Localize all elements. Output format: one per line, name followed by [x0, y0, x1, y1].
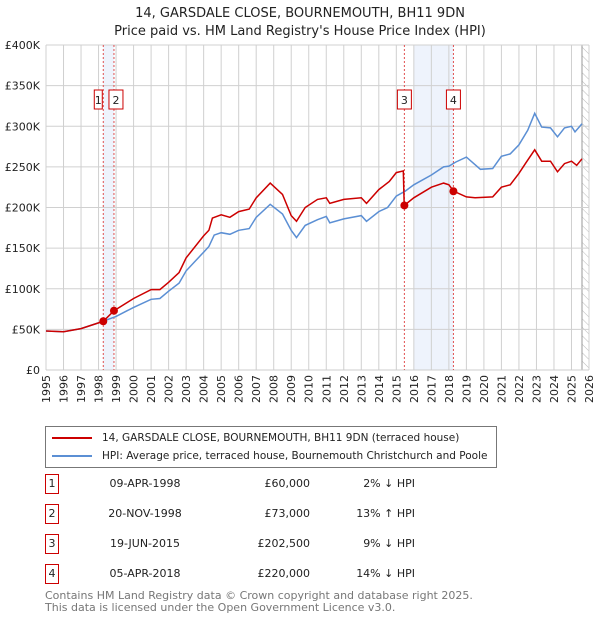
sale-number-badge: 2 — [45, 504, 59, 524]
x-tick-label: 2021 — [495, 375, 508, 403]
sale-number-badge: 3 — [45, 534, 59, 554]
sale-price: £202,500 — [257, 537, 311, 550]
sale-hpi-diff: 9% ↓ HPI — [363, 537, 415, 550]
x-tick-label: 1996 — [58, 375, 71, 403]
x-tick-label: 1998 — [93, 375, 106, 403]
footer-copyright: Contains HM Land Registry data © Crown c… — [45, 589, 473, 602]
sale-price: £220,000 — [257, 567, 311, 580]
x-tick-label: 2022 — [513, 375, 526, 403]
x-tick-label: 2011 — [320, 375, 333, 403]
footer-licence: This data is licensed under the Open Gov… — [45, 601, 396, 614]
x-tick-label: 2009 — [285, 375, 298, 403]
y-tick-label: £100K — [5, 283, 41, 296]
sale-marker-box — [93, 89, 103, 110]
x-tick-label: 2024 — [548, 375, 561, 403]
x-tick-label: 1997 — [75, 375, 88, 403]
x-tick-label: 2006 — [233, 375, 246, 403]
sale-marker-label: 3 — [401, 94, 408, 107]
chart-subtitle: Price paid vs. HM Land Registry's House … — [114, 24, 486, 39]
x-tick-label: 2018 — [443, 375, 456, 403]
sale-date: 05-APR-2018 — [109, 567, 181, 580]
sale-hpi-diff: 14% ↓ HPI — [356, 567, 415, 580]
x-tick-label: 1995 — [40, 375, 53, 403]
x-tick-label: 2008 — [268, 375, 281, 403]
sale-marker-box — [108, 89, 124, 110]
sale-point — [99, 317, 108, 326]
chart-legend: 14, GARSDALE CLOSE, BOURNEMOUTH, BH11 9D… — [45, 426, 497, 468]
x-tick-label: 2015 — [390, 375, 403, 403]
x-tick-label: 2000 — [128, 375, 141, 403]
sale-marker-box — [396, 89, 412, 110]
sale-hpi-diff: 13% ↑ HPI — [356, 507, 415, 520]
x-tick-label: 2016 — [408, 375, 421, 403]
x-tick-label: 2019 — [460, 375, 473, 403]
x-tick-label: 2003 — [180, 375, 193, 403]
sale-marker-label: 4 — [450, 94, 457, 107]
legend-label-property: 14, GARSDALE CLOSE, BOURNEMOUTH, BH11 9D… — [102, 432, 460, 444]
y-tick-label: £0 — [26, 364, 40, 377]
price-chart: 1 2 3 4 1995 1996 1997 1998 1999 2000 2001 2002 2003… — [5, 39, 596, 403]
x-tick-label: 2004 — [198, 375, 211, 403]
x-tick-label: 2002 — [163, 375, 176, 403]
legend-label-hpi: HPI: Average price, terraced house, Bour… — [102, 450, 488, 462]
chart-title: 14, GARSDALE CLOSE, BOURNEMOUTH, BH11 9D… — [135, 6, 465, 21]
x-tick-label: 2017 — [425, 375, 438, 403]
x-tick-label: 2023 — [530, 375, 543, 403]
sale-number-badge: 4 — [45, 564, 59, 584]
hpi-line — [45, 111, 583, 333]
sale-hpi-diff: 2% ↓ HPI — [363, 477, 415, 490]
sale-price: £60,000 — [264, 477, 311, 490]
x-tick-label: 2012 — [338, 375, 351, 403]
sale-number-badge: 1 — [45, 474, 59, 494]
property-price-line — [45, 148, 583, 333]
sale-price: £73,000 — [264, 507, 311, 520]
legend-swatch-blue — [52, 455, 92, 457]
x-tick-label: 2010 — [303, 375, 316, 403]
y-tick-label: £150K — [5, 242, 41, 255]
footer: Contains HM Land Registry data © Crown c… — [45, 590, 473, 614]
x-tick-label: 2025 — [565, 375, 578, 403]
sale-point — [109, 306, 118, 315]
y-tick-label: £200K — [5, 202, 41, 215]
x-tick-label: 2005 — [215, 375, 228, 403]
legend-item-hpi: HPI: Average price, terraced house, Bour… — [52, 447, 487, 465]
sale-marker-box — [445, 89, 461, 110]
y-tick-label: £350K — [5, 80, 41, 93]
legend-item-property: 14, GARSDALE CLOSE, BOURNEMOUTH, BH11 9D… — [52, 429, 459, 447]
x-tick-label: 2013 — [355, 375, 368, 403]
x-tick-label: 2014 — [373, 375, 386, 403]
sale-point — [449, 187, 458, 196]
sale-point — [400, 201, 409, 210]
legend-swatch-red — [52, 437, 92, 439]
y-tick-label: £300K — [5, 120, 41, 133]
x-tick-label: 2001 — [145, 375, 158, 403]
y-tick-label: £400K — [5, 39, 41, 52]
x-tick-label: 1999 — [110, 375, 123, 403]
y-tick-label: £50K — [12, 323, 41, 336]
sale-date: 20-NOV-1998 — [108, 507, 182, 520]
sale-marker-label: 1 — [95, 94, 102, 107]
x-tick-label: 2026 — [583, 375, 596, 403]
x-tick-label: 2020 — [478, 375, 491, 403]
sale-marker-label: 2 — [112, 94, 119, 107]
sale-date: 19-JUN-2015 — [109, 537, 181, 550]
y-tick-label: £250K — [5, 161, 41, 174]
sale-date: 09-APR-1998 — [109, 477, 181, 490]
x-tick-label: 2007 — [250, 375, 263, 403]
